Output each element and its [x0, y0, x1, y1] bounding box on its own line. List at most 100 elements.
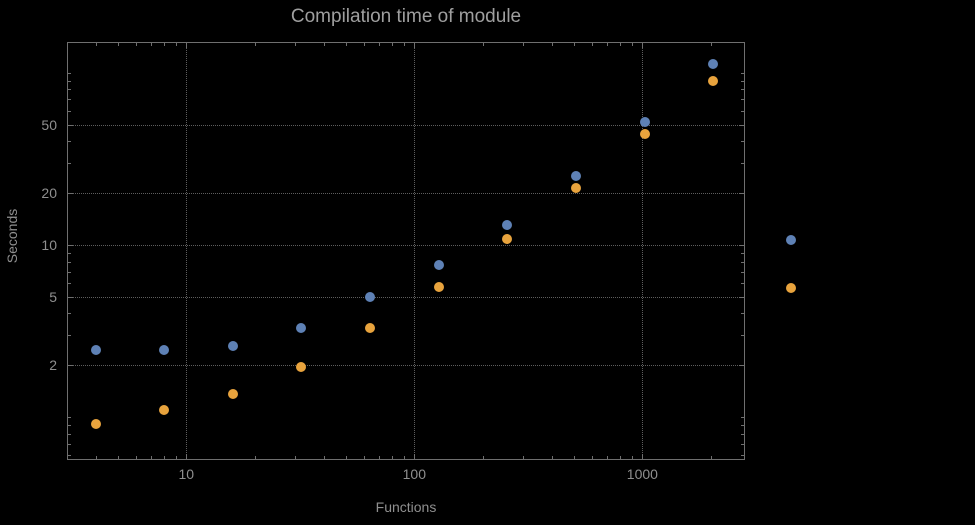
- axis-tick: [295, 43, 297, 46]
- axis-tick: [414, 43, 416, 48]
- axis-tick: [68, 89, 71, 91]
- axis-tick: [631, 456, 633, 459]
- axis-tick: [741, 271, 744, 273]
- axis-tick: [523, 456, 525, 459]
- axis-tick: [68, 334, 71, 336]
- axis-tick: [68, 365, 73, 367]
- axis-tick: [482, 43, 484, 46]
- axis-tick: [117, 43, 119, 46]
- axis-tick: [68, 296, 73, 298]
- data-point-series-1: [708, 58, 719, 69]
- axis-tick: [573, 43, 575, 46]
- axis-tick: [68, 99, 71, 101]
- axis-tick: [403, 43, 405, 46]
- axis-tick: [739, 193, 744, 195]
- y-gridline: [68, 124, 744, 126]
- axis-tick: [739, 296, 744, 298]
- axis-tick: [68, 424, 71, 426]
- y-axis-label: Seconds: [4, 208, 20, 264]
- axis-tick: [711, 456, 713, 459]
- axis-tick: [345, 43, 347, 46]
- axis-tick: [741, 89, 744, 91]
- axis-tick: [150, 43, 152, 46]
- data-point-series-1: [365, 291, 376, 302]
- x-tick-label: 1000: [626, 466, 658, 482]
- data-point-series-2: [433, 281, 444, 292]
- axis-tick: [254, 456, 256, 459]
- axis-tick: [175, 43, 177, 46]
- data-point-series-1: [296, 322, 307, 333]
- axis-tick: [254, 43, 256, 46]
- axis-tick: [741, 424, 744, 426]
- axis-tick: [363, 456, 365, 459]
- axis-tick: [68, 313, 71, 315]
- axis-tick: [68, 72, 71, 74]
- data-point-series-2: [502, 234, 513, 245]
- axis-tick: [186, 454, 188, 459]
- data-point-series-1: [227, 340, 238, 351]
- y-gridline: [68, 296, 744, 298]
- axis-tick: [573, 456, 575, 459]
- data-point-series-2: [365, 322, 376, 333]
- x-gridline: [642, 43, 644, 459]
- axis-tick: [591, 43, 593, 46]
- axis-tick: [741, 443, 744, 445]
- x-axis-label: Functions: [375, 499, 437, 515]
- axis-tick: [392, 43, 394, 46]
- data-point-series-1: [433, 260, 444, 271]
- x-tick-label: 100: [402, 466, 426, 482]
- axis-tick: [631, 43, 633, 46]
- data-point-series-1: [571, 171, 582, 182]
- axis-tick: [186, 43, 188, 48]
- axis-tick: [591, 456, 593, 459]
- axis-tick: [68, 283, 71, 285]
- axis-tick: [68, 433, 71, 435]
- axis-tick: [741, 162, 744, 164]
- axis-tick: [741, 283, 744, 285]
- y-tick-label: 20: [41, 185, 57, 202]
- axis-tick: [741, 455, 744, 457]
- chart-title: Compilation time of module: [290, 6, 522, 27]
- data-point-series-1: [639, 116, 650, 127]
- y-tick-label: 10: [41, 236, 57, 253]
- x-gridline: [414, 43, 416, 459]
- axis-tick: [68, 141, 71, 143]
- axis-tick: [68, 416, 71, 418]
- axis-tick: [482, 456, 484, 459]
- legend-marker-2: [786, 283, 796, 293]
- axis-tick: [711, 43, 713, 46]
- axis-tick: [68, 271, 71, 273]
- axis-tick: [741, 99, 744, 101]
- axis-tick: [620, 456, 622, 459]
- axis-tick: [642, 454, 644, 459]
- x-tick-label: 10: [178, 466, 195, 482]
- axis-tick: [741, 141, 744, 143]
- axis-tick: [68, 261, 71, 263]
- axis-tick: [68, 110, 71, 112]
- data-point-series-2: [571, 183, 582, 194]
- axis-tick: [68, 443, 71, 445]
- axis-tick: [741, 252, 744, 254]
- axis-tick: [739, 365, 744, 367]
- axis-tick: [642, 43, 644, 48]
- axis-tick: [68, 162, 71, 164]
- y-tick-label: 5: [49, 288, 57, 305]
- plot-area: 10 100 1000 2 5 10 20 50: [41, 42, 745, 482]
- legend-marker-1: [786, 235, 796, 245]
- axis-tick: [68, 80, 71, 82]
- data-point-series-2: [90, 419, 101, 430]
- data-point-series-1: [502, 220, 513, 231]
- axis-tick: [68, 252, 71, 254]
- axis-tick: [607, 456, 609, 459]
- axis-tick: [95, 456, 97, 459]
- axis-tick: [523, 43, 525, 46]
- y-gridline: [68, 365, 744, 367]
- axis-tick: [739, 244, 744, 246]
- axis-tick: [741, 80, 744, 82]
- axis-tick: [378, 43, 380, 46]
- axis-tick: [117, 456, 119, 459]
- axis-tick: [741, 416, 744, 418]
- axis-tick: [68, 193, 73, 195]
- data-point-series-2: [227, 389, 238, 399]
- axis-tick: [68, 455, 71, 457]
